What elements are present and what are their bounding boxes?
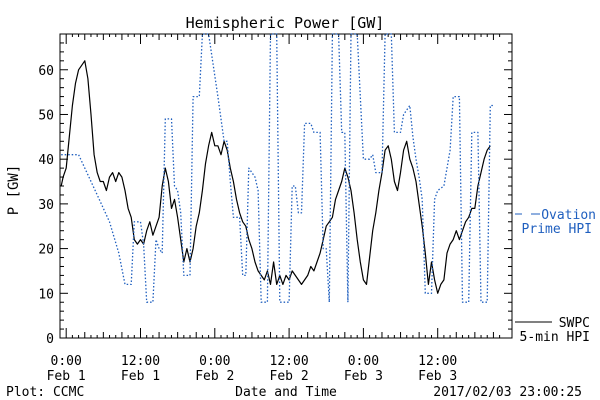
x-tick-date-label: Feb 3 bbox=[418, 369, 457, 384]
x-tick-time-label: 12:00 bbox=[121, 354, 160, 369]
x-tick-date-label: Feb 3 bbox=[344, 369, 383, 384]
y-tick-label: 0 bbox=[46, 332, 54, 347]
y-tick-label: 50 bbox=[38, 108, 54, 123]
ovation-label-line-2: Prime HPI bbox=[522, 222, 592, 237]
x-tick-date-label: Feb 2 bbox=[270, 369, 309, 384]
series-layer bbox=[60, 33, 494, 303]
series-line-swpc-hpi bbox=[60, 60, 491, 294]
x-tick-time-label: 0:00 bbox=[199, 354, 230, 369]
swpc-label-line-1: SWPC bbox=[559, 316, 590, 331]
x-tick-date-label: Feb 1 bbox=[121, 369, 160, 384]
y-tick-label: 30 bbox=[38, 198, 54, 213]
y-tick-label: 10 bbox=[38, 287, 54, 302]
x-tick-date-label: Feb 1 bbox=[47, 369, 86, 384]
y-axis-label: P [GW] bbox=[6, 165, 22, 216]
y-tick-label: 60 bbox=[38, 64, 54, 79]
x-tick-time-label: 0:00 bbox=[51, 354, 82, 369]
y-tick-label: 20 bbox=[38, 243, 54, 258]
x-tick-time-label: 12:00 bbox=[418, 354, 457, 369]
x-tick-date-label: Feb 2 bbox=[195, 369, 234, 384]
ovation-label-line-1: Ovation bbox=[541, 208, 596, 223]
series-line-ovation-prime-hpi bbox=[61, 33, 494, 303]
y-tick-label: 40 bbox=[38, 153, 54, 168]
x-tick-time-label: 12:00 bbox=[270, 354, 309, 369]
x-tick-time-label: 0:00 bbox=[348, 354, 379, 369]
plot-frame bbox=[59, 33, 513, 339]
x-axis-label: Date and Time bbox=[235, 385, 337, 400]
chart-title: Hemispheric Power [GW] bbox=[186, 14, 385, 32]
y-axis: 0 10 20 30 40 50 60 bbox=[38, 42, 512, 347]
footer-timestamp: 2017/02/03 23:00:25 bbox=[433, 385, 582, 400]
footer-credit: Plot: CCMC bbox=[6, 385, 84, 400]
swpc-label-line-2: 5-min HPI bbox=[520, 330, 590, 345]
